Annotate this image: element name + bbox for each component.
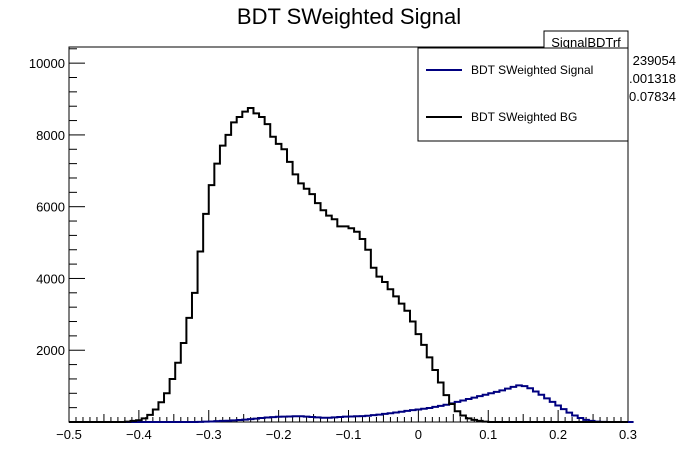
x-tick-label: −0.3 bbox=[196, 427, 222, 442]
series-signal-line bbox=[69, 384, 634, 423]
series-bg-line bbox=[69, 107, 628, 423]
stats-box-row-stddev: 0.07834 bbox=[629, 89, 676, 104]
y-tick-label: 10000 bbox=[29, 56, 65, 71]
y-tick-label: 6000 bbox=[36, 200, 65, 215]
y-tick-label: 2000 bbox=[36, 343, 65, 358]
stats-box-row-mean: .001318 bbox=[629, 71, 676, 86]
y-tick-label: 4000 bbox=[36, 271, 65, 286]
series-layer bbox=[69, 107, 634, 423]
stats-box-row-entries: 239054 bbox=[633, 53, 676, 68]
x-tick-label: 0.3 bbox=[619, 427, 637, 442]
legend-label-bg: BDT SWeighted BG bbox=[471, 110, 577, 124]
x-tick-label: 0.1 bbox=[479, 427, 497, 442]
x-tick-label: −0.4 bbox=[126, 427, 152, 442]
x-tick-label: −0.1 bbox=[336, 427, 362, 442]
stats-box-title: SignalBDTrf bbox=[551, 35, 621, 50]
legend: BDT SWeighted Signal BDT SWeighted BG bbox=[417, 47, 629, 142]
y-axis: 2000 4000 6000 8000 10000 bbox=[29, 48, 85, 423]
x-tick-label: 0.2 bbox=[549, 427, 567, 442]
x-tick-label: 0 bbox=[415, 427, 422, 442]
legend-label-signal: BDT SWeighted Signal bbox=[471, 63, 593, 77]
x-tick-label: −0.2 bbox=[266, 427, 292, 442]
x-axis: −0.5 −0.4 −0.3 −0.2 −0.1 0 0.1 0.2 0.3 bbox=[56, 410, 637, 442]
y-tick-label: 8000 bbox=[36, 128, 65, 143]
x-tick-label: −0.5 bbox=[56, 427, 82, 442]
chart-title: BDT SWeighted Signal bbox=[237, 4, 461, 29]
legend-frame bbox=[417, 47, 629, 142]
